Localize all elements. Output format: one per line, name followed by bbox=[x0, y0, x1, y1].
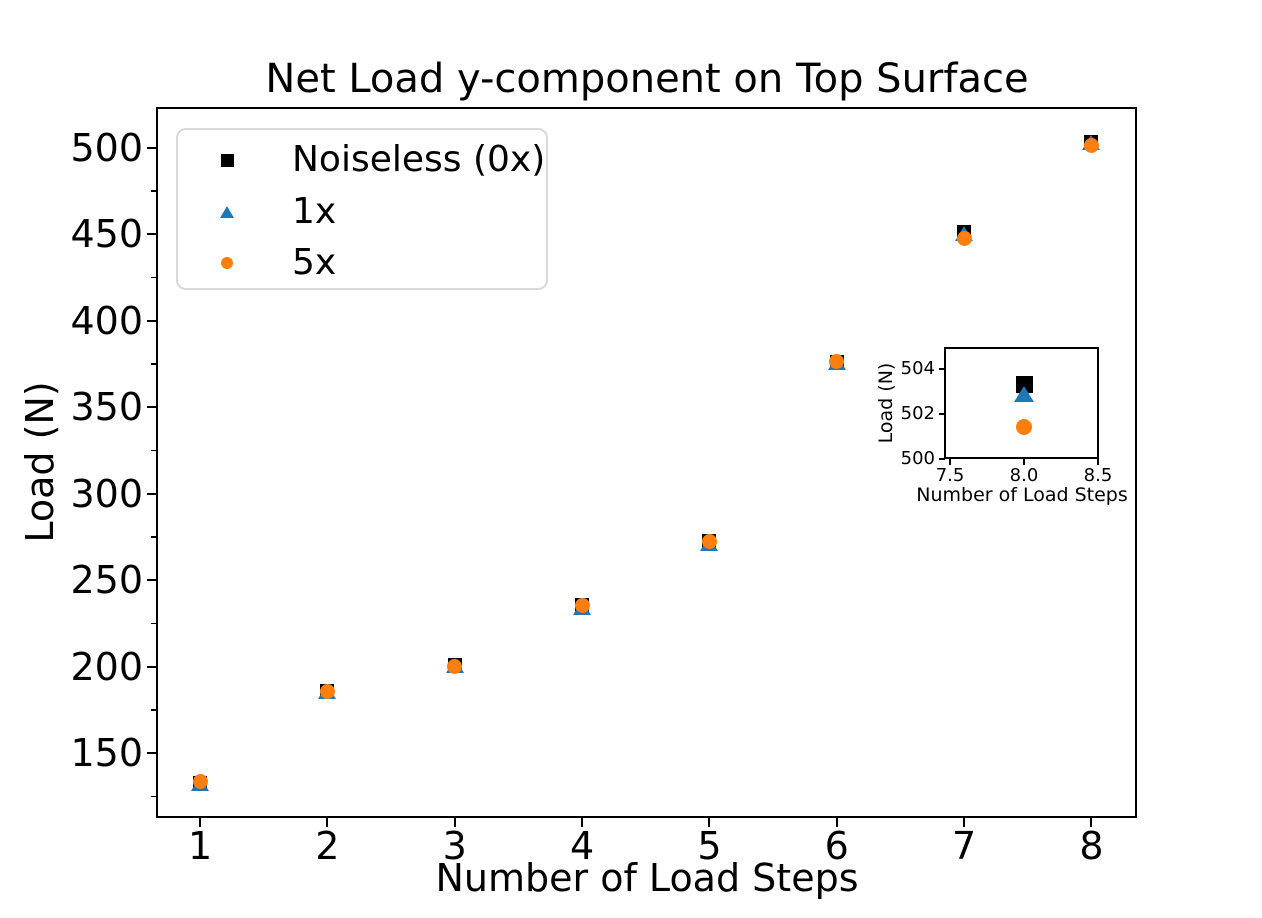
data-point-5x bbox=[319, 683, 335, 699]
y-tick bbox=[147, 319, 157, 322]
y-tick bbox=[147, 492, 157, 495]
y-tick-label: 450 bbox=[70, 212, 143, 257]
inset-y-tick-label: 502 bbox=[900, 402, 935, 424]
x-tick bbox=[963, 817, 966, 827]
inset-y-tick bbox=[939, 412, 945, 415]
data-point-5x bbox=[956, 231, 972, 247]
inset-plot-area bbox=[944, 347, 1099, 459]
x-tick-label: 4 bbox=[569, 824, 595, 868]
y-tick-label: 300 bbox=[70, 471, 143, 516]
y-tick-label: 400 bbox=[70, 298, 143, 343]
legend-square-marker-icon bbox=[214, 147, 240, 173]
legend-label: 1x bbox=[292, 191, 337, 232]
data-point-5x bbox=[829, 354, 845, 370]
y-tick bbox=[147, 579, 157, 582]
x-tick-label: 3 bbox=[442, 824, 467, 868]
x-tick-label: 8 bbox=[1079, 824, 1104, 868]
legend-item-1x: 1x bbox=[178, 186, 546, 238]
inset-x-tick-label: 8.5 bbox=[1083, 465, 1113, 486]
y-tick-label: 250 bbox=[70, 558, 143, 603]
inset-y-tick-label: 500 bbox=[900, 448, 935, 469]
y-tick-label: 150 bbox=[70, 731, 143, 776]
chart-title: Net Load y-component on Top Surface bbox=[265, 56, 1029, 102]
x-tick-label: 1 bbox=[187, 824, 213, 868]
x-tick-label: 2 bbox=[315, 824, 340, 868]
inset-x-tick bbox=[1097, 459, 1099, 465]
legend-label: 5x bbox=[292, 242, 337, 283]
y-minor-tick bbox=[151, 795, 157, 798]
x-tick bbox=[708, 817, 711, 827]
legend-item-noiseless: Noiseless (0x) bbox=[178, 134, 546, 186]
y-tick bbox=[147, 406, 157, 409]
x-axis-label: Number of Load Steps bbox=[435, 856, 859, 900]
y-minor-tick bbox=[151, 190, 157, 192]
legend-label: Noiseless (0x) bbox=[292, 139, 546, 180]
x-tick bbox=[835, 817, 838, 827]
inset-x-tick-label: 8.0 bbox=[1009, 465, 1039, 486]
plot-area bbox=[156, 107, 1137, 818]
y-tick-label: 350 bbox=[70, 385, 143, 430]
y-minor-tick bbox=[151, 276, 157, 279]
inset-y-tick-label: 504 bbox=[900, 357, 935, 379]
legend-triangle-marker-icon bbox=[214, 199, 240, 225]
data-point-5x bbox=[447, 659, 463, 675]
y-minor-tick bbox=[151, 363, 157, 365]
inset-data-point-1x bbox=[1014, 385, 1034, 402]
inset-y-tick bbox=[939, 458, 945, 460]
y-tick-label: 200 bbox=[70, 644, 143, 689]
inset-data-point-5x bbox=[1016, 419, 1032, 436]
y-tick bbox=[147, 146, 157, 149]
inset-x-tick bbox=[1023, 459, 1025, 465]
inset-x-axis-label: Number of Load Steps bbox=[916, 484, 1128, 506]
x-tick-label: 7 bbox=[951, 824, 977, 868]
x-tick bbox=[581, 817, 584, 827]
y-tick bbox=[147, 752, 157, 755]
inset-x-tick bbox=[949, 459, 952, 465]
data-point-5x bbox=[574, 597, 590, 613]
x-tick bbox=[326, 817, 329, 827]
y-tick bbox=[147, 233, 157, 236]
y-tick bbox=[147, 665, 157, 668]
x-tick bbox=[453, 817, 456, 827]
y-minor-tick bbox=[151, 622, 157, 625]
data-point-5x bbox=[192, 774, 208, 790]
data-point-5x bbox=[701, 533, 717, 549]
y-minor-tick bbox=[151, 449, 157, 452]
data-point-5x bbox=[1083, 138, 1099, 154]
legend-item-5x: 5x bbox=[178, 237, 546, 289]
legend: Noiseless (0x) 1x 5x bbox=[176, 128, 548, 290]
inset-x-tick-label: 7.5 bbox=[935, 465, 965, 486]
x-tick-label: 5 bbox=[697, 824, 722, 868]
legend-circle-marker-icon bbox=[214, 250, 240, 276]
x-tick-label: 6 bbox=[824, 824, 849, 868]
y-minor-tick bbox=[151, 536, 157, 538]
x-tick bbox=[199, 817, 202, 827]
x-tick bbox=[1090, 817, 1093, 827]
y-minor-tick bbox=[151, 709, 157, 711]
inset-y-tick bbox=[939, 367, 945, 370]
y-tick-label: 500 bbox=[70, 125, 143, 170]
